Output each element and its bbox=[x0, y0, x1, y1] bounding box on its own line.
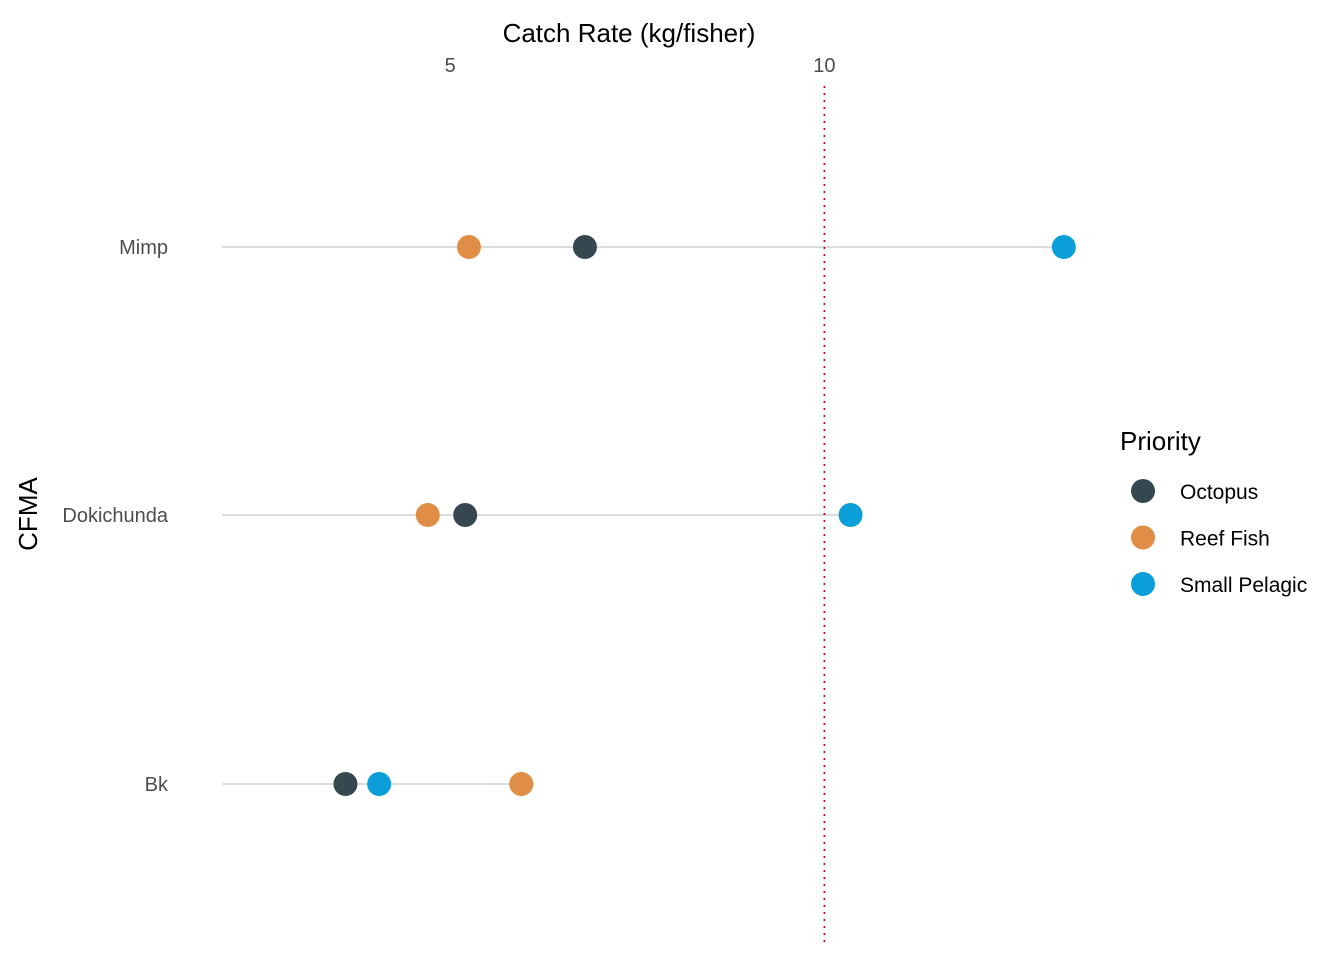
legend-label: Octopus bbox=[1180, 481, 1258, 504]
x-tick-label: 5 bbox=[445, 55, 456, 77]
y-tick-label: Mimp bbox=[119, 237, 168, 259]
data-point bbox=[1051, 235, 1076, 259]
data-point bbox=[509, 772, 534, 796]
y-axis-title: CFMA bbox=[13, 477, 43, 551]
legend-key bbox=[1131, 525, 1155, 550]
data-points bbox=[333, 235, 1076, 796]
y-tick-label: Dokichunda bbox=[62, 505, 169, 527]
legend-key bbox=[1131, 479, 1155, 503]
data-point bbox=[415, 503, 440, 527]
legend-label: Reef Fish bbox=[1180, 528, 1270, 551]
legend-title: Priority bbox=[1120, 426, 1201, 456]
data-point bbox=[456, 235, 481, 259]
x-axis-title: Catch Rate (kg/fisher) bbox=[503, 18, 756, 48]
y-axis-ticks: Mimp Dokichunda Bk bbox=[62, 237, 169, 796]
y-tick-label: Bk bbox=[145, 774, 169, 796]
data-point bbox=[453, 503, 478, 527]
data-point bbox=[333, 772, 358, 796]
data-point bbox=[838, 503, 863, 527]
data-point bbox=[572, 235, 597, 259]
row-segments bbox=[222, 246, 1064, 785]
x-tick-label: 10 bbox=[813, 55, 835, 77]
legend-label: Small Pelagic bbox=[1180, 574, 1307, 597]
x-axis-ticks: 5 10 bbox=[445, 55, 836, 77]
data-point bbox=[367, 772, 392, 796]
legend-key bbox=[1131, 572, 1155, 596]
legend: Priority Octopus Reef Fish Small Pelagic bbox=[1120, 426, 1307, 597]
